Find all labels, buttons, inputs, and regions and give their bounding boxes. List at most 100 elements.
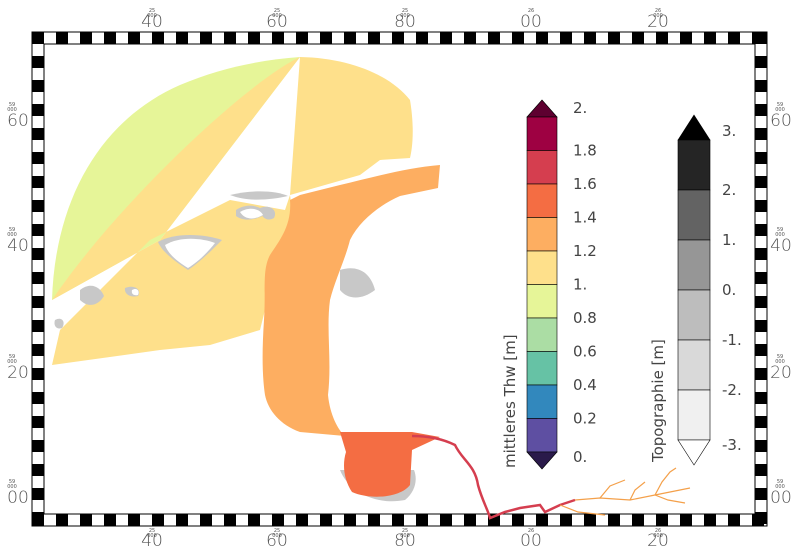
frame-bar-segment [296, 514, 308, 526]
colorbar-topo-title: Topographie [m] [649, 339, 667, 463]
cb-thw-color-block [526, 250, 558, 285]
tick-label-small: 26 [528, 8, 534, 14]
tick-label-small: 25 [274, 528, 280, 534]
tick-label-top: 20 [647, 12, 669, 32]
cb-topo-color-block [677, 189, 711, 241]
tick-label-bottom: 20 [647, 531, 669, 551]
colorbar-thw-top-arrow [526, 99, 558, 118]
cb-topo-tick-label: -3. [722, 436, 742, 454]
frame-bar-segment [32, 104, 44, 116]
colorbar-thw-title: mittleres Thw [m] [501, 334, 519, 468]
frame-bar-segment [368, 514, 380, 526]
tick-label-small: 000 [775, 107, 785, 113]
tick-label-top: 40 [141, 12, 163, 32]
tick-label-small: 000 [775, 232, 785, 238]
colorbar-topo: 3. 2. 1. 0. -1. -2. -3. Topographie [m] [649, 114, 742, 466]
frame-bar-segment [176, 514, 188, 526]
cb-thw-color-block [526, 150, 558, 185]
frame-bar-segment [56, 32, 68, 44]
frame-bar-segment [320, 32, 332, 44]
frame-bar-segment [152, 514, 164, 526]
cb-thw-color-block [526, 116, 558, 151]
frame-bar-segment [512, 32, 524, 44]
tick-label-left: 60 [7, 111, 29, 131]
frame-bar-segment [392, 32, 404, 44]
frame-bar-segment [32, 248, 44, 260]
cb-thw-tick-label: 0.6 [573, 343, 597, 361]
cb-thw-tick-label: 0. [573, 448, 587, 466]
frame-bar-segment [656, 32, 668, 44]
tick-label-small: 59 [777, 227, 783, 233]
tick-label-small: 59 [9, 102, 15, 108]
tick-label-small: 25 [402, 528, 408, 534]
cb-topo-tick-label: -1. [722, 331, 742, 349]
colorbar-thw: 2. 1.8 1.6 1.4 1.2 1. 0.8 0.6 0.4 0.2 0. mittleres… [501, 99, 597, 470]
tick-label-small: 59 [9, 479, 15, 485]
frame-bar-segment [440, 32, 452, 44]
frame-bar-segment [680, 32, 692, 44]
cb-topo-tick-label: 3. [722, 122, 736, 140]
cb-thw-tick-label: 0.8 [573, 309, 597, 327]
frame-bar-segment [608, 514, 620, 526]
frame-bar-segment [440, 514, 452, 526]
cb-thw-color-block [526, 418, 558, 453]
cb-topo-color-block [677, 389, 711, 441]
middle-sea-region [52, 57, 413, 365]
tick-label-bottom: 40 [141, 531, 163, 551]
tick-label-small: 000 [7, 359, 17, 365]
tick-label-bottom: 80 [394, 531, 416, 551]
frame-bar-segment [608, 32, 620, 44]
frame-bar-segment [128, 514, 140, 526]
tick-label-small: 26 [655, 8, 661, 14]
frame-bar-segment [632, 32, 644, 44]
frame-bar-segment [755, 440, 767, 452]
tick-label-small: 000 [653, 13, 663, 19]
frame-bar-segment [560, 514, 572, 526]
tick-label-right: 00 [770, 488, 792, 508]
tick-label-small: 000 [272, 13, 282, 19]
cb-thw-tick-label: 0.4 [573, 376, 597, 394]
tick-label-small: 26 [655, 528, 661, 534]
tick-label-bottom: 60 [266, 531, 288, 551]
frame-bar-segment [728, 32, 740, 44]
frame-bar-segment [755, 80, 767, 92]
cb-thw-color-block [526, 351, 558, 386]
cb-thw-tick-label: 1. [573, 276, 587, 294]
cb-thw-tick-label: 0.2 [573, 410, 597, 428]
frame-bar-segment [584, 514, 596, 526]
colorbar-topo-bottom-arrow [677, 439, 711, 466]
frame-bar-segment [32, 296, 44, 308]
frame-bar-segment [32, 464, 44, 476]
frame-bar-segment [152, 32, 164, 44]
frame-bar-segment [200, 32, 212, 44]
map-content [52, 57, 691, 520]
frame-bar-segment [512, 514, 524, 526]
frame-bar-segment [755, 104, 767, 116]
tick-label-small: 000 [775, 484, 785, 490]
frame-bar-segment [344, 32, 356, 44]
cb-thw-tick-label: 1.4 [573, 209, 597, 227]
frame-bar-segment [272, 32, 284, 44]
cb-topo-tick-label: 0. [722, 281, 736, 299]
cb-topo-tick-label: 1. [722, 231, 736, 249]
tick-label-small: 59 [9, 354, 15, 360]
tick-label-small: 000 [7, 107, 17, 113]
frame-bar-segment [80, 32, 92, 44]
tick-label-small: 25 [149, 8, 155, 14]
frame-bar-segment [656, 514, 668, 526]
map-frame [31, 31, 768, 527]
frame-bar-segment [755, 320, 767, 332]
tick-label-small: 000 [653, 533, 663, 539]
cb-thw-color-block [526, 317, 558, 352]
frame-bar-segment [755, 464, 767, 476]
frame-bar-segment [755, 272, 767, 284]
frame-bar-segment [32, 176, 44, 188]
frame-bar-segment [728, 514, 740, 526]
frame-bar-segment [32, 344, 44, 356]
frame-bar-segment [755, 416, 767, 428]
frame-bar-segment [755, 248, 767, 260]
tick-label-small: 000 [400, 533, 410, 539]
cb-thw-color-block [526, 217, 558, 252]
tick-label-small: 25 [402, 8, 408, 14]
